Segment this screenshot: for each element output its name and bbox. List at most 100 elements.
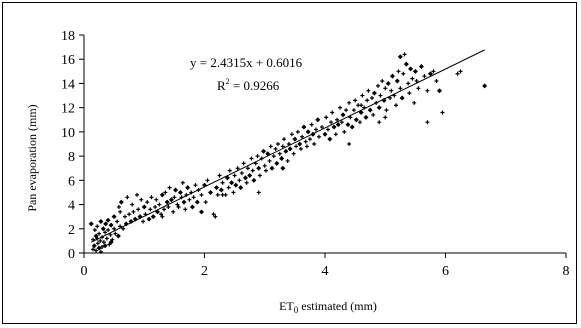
data-point <box>407 91 412 96</box>
data-point <box>301 124 307 130</box>
data-point <box>108 222 114 228</box>
chart-frame: 0 2 4 6 8 10 12 14 16 18 0 2 4 6 8 Pan evaporation (mm… <box>2 2 577 324</box>
x-axis-title-subscript: 0 <box>294 305 299 315</box>
data-point <box>353 117 359 123</box>
data-point <box>283 148 289 154</box>
data-point <box>280 165 286 171</box>
data-point <box>327 136 333 142</box>
data-point <box>389 73 395 79</box>
data-point <box>141 219 146 224</box>
data-point <box>295 129 300 134</box>
data-point <box>349 124 355 130</box>
data-point <box>159 212 164 217</box>
data-point <box>199 192 204 197</box>
data-point <box>251 177 257 183</box>
data-point <box>135 192 140 197</box>
data-point <box>150 214 156 220</box>
data-point <box>115 219 120 224</box>
data-point <box>269 165 275 171</box>
data-point <box>122 214 127 219</box>
data-point <box>287 146 293 152</box>
data-point <box>326 127 331 132</box>
data-point <box>111 214 117 220</box>
data-point <box>422 74 427 79</box>
data-point <box>116 204 121 209</box>
data-point <box>242 175 248 181</box>
data-point <box>271 154 276 159</box>
data-point <box>384 108 389 113</box>
data-point <box>412 68 418 74</box>
data-point <box>160 214 165 219</box>
data-point <box>98 219 104 225</box>
r-squared-symbol: R <box>217 78 226 93</box>
data-point <box>279 156 285 162</box>
data-point <box>289 132 294 137</box>
data-point <box>173 187 179 193</box>
data-point <box>412 100 417 105</box>
r-squared-superscript: 2 <box>226 77 230 86</box>
data-point <box>208 189 214 195</box>
data-point <box>95 224 100 229</box>
data-point <box>365 98 370 103</box>
data-point <box>274 160 280 166</box>
data-point <box>108 232 113 237</box>
tick-labels: 0 2 4 6 8 10 12 14 16 18 0 2 4 6 8 <box>61 29 570 279</box>
y-tick-label: 12 <box>61 102 75 117</box>
data-point <box>377 120 382 125</box>
data-point <box>211 212 216 217</box>
data-point <box>214 185 220 191</box>
data-point <box>383 115 388 120</box>
data-point <box>330 110 335 115</box>
data-point <box>285 158 290 163</box>
data-point <box>103 230 108 235</box>
data-point <box>322 131 328 137</box>
data-point <box>112 226 117 231</box>
data-point <box>205 178 210 183</box>
r-squared-value: = 0.9266 <box>230 78 280 93</box>
data-point <box>118 199 124 205</box>
data-point <box>245 166 250 171</box>
data-point <box>146 216 152 222</box>
data-point <box>267 158 272 163</box>
data-point <box>108 239 114 245</box>
x-tick-label: 4 <box>322 264 329 279</box>
data-point <box>106 227 111 232</box>
data-point <box>347 142 352 146</box>
data-point <box>335 117 340 122</box>
data-point <box>300 134 305 139</box>
data-point <box>280 144 285 149</box>
y-tick-label: 4 <box>68 199 75 214</box>
axes <box>79 34 567 258</box>
x-axis-title: ET0 estimated (mm) <box>279 299 377 315</box>
data-point <box>125 195 130 200</box>
data-point <box>233 182 239 188</box>
data-point <box>183 207 188 212</box>
data-point <box>307 137 312 142</box>
data-point <box>273 146 278 151</box>
data-point <box>303 139 308 144</box>
trendline <box>91 49 485 243</box>
data-point <box>185 185 191 191</box>
data-point <box>458 69 463 74</box>
data-point <box>319 125 324 130</box>
data-point <box>335 122 341 128</box>
data-point <box>94 248 99 253</box>
scatter-chart: 0 2 4 6 8 10 12 14 16 18 0 2 4 6 8 Pan evaporation (mm… <box>25 29 570 315</box>
data-point <box>331 124 337 130</box>
data-point <box>229 180 235 186</box>
data-point <box>177 189 183 195</box>
data-point <box>159 192 165 198</box>
data-point <box>371 90 377 96</box>
data-point <box>172 195 177 200</box>
data-point <box>305 129 311 135</box>
y-axis-title: Pan evaporation (mm) <box>25 104 39 211</box>
data-point <box>218 187 224 193</box>
data-point <box>102 243 108 249</box>
data-point <box>416 86 421 91</box>
data-point <box>180 180 185 185</box>
data-point <box>345 122 351 128</box>
data-point <box>232 173 237 178</box>
data-point <box>166 204 171 209</box>
data-point <box>394 78 400 84</box>
data-point <box>231 190 236 195</box>
